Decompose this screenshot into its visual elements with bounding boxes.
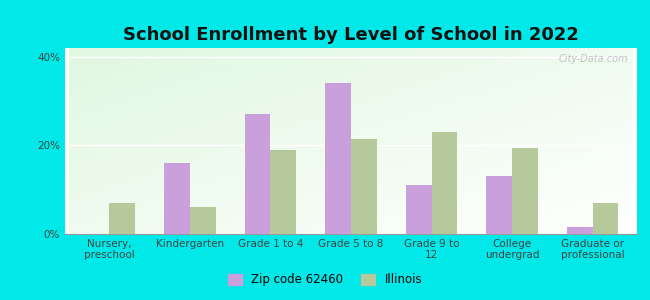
Bar [351, 139, 377, 234]
Bar [109, 203, 135, 234]
Bar [567, 227, 593, 234]
Bar [190, 207, 216, 234]
Bar [593, 203, 618, 234]
Title: School Enrollment by Level of School in 2022: School Enrollment by Level of School in … [123, 26, 579, 44]
Text: City-Data.com: City-Data.com [559, 54, 629, 64]
Bar [512, 148, 538, 234]
Legend: Zip code 62460, Illinois: Zip code 62460, Illinois [223, 269, 427, 291]
Bar [270, 150, 296, 234]
Bar [164, 163, 190, 234]
Bar [244, 114, 270, 234]
Bar [486, 176, 512, 234]
Bar [325, 83, 351, 234]
Bar [432, 132, 458, 234]
Bar [406, 185, 432, 234]
